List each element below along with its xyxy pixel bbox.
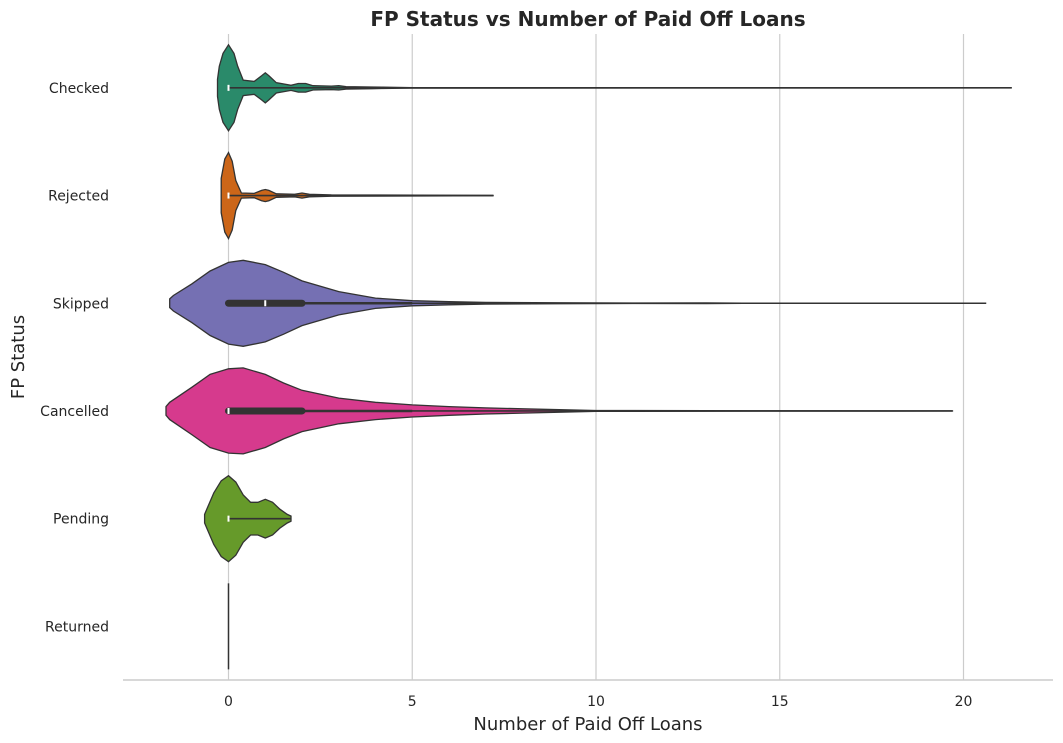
y-tick-labels: Checked Rejected Skipped Cancelled Pending Re… (40, 81, 109, 635)
x-tick-label-10: 10 (587, 694, 605, 710)
y-tick-label-cancelled: Cancelled (40, 404, 109, 420)
violin-rejected (220, 151, 494, 241)
violins (165, 43, 1012, 670)
gridlines (227, 34, 965, 680)
violin-cancelled (165, 367, 954, 455)
x-tick-label-20: 20 (955, 694, 973, 710)
y-axis-label: FP Status (8, 315, 29, 399)
x-axis-label: Number of Paid Off Loans (473, 714, 702, 735)
y-tick-label-pending: Pending (53, 512, 109, 528)
y-tick-label-rejected: Rejected (48, 189, 109, 205)
x-tick-label-5: 5 (408, 694, 417, 710)
y-tick-label-skipped: Skipped (53, 296, 109, 312)
x-tick-label-15: 15 (771, 694, 789, 710)
x-tick-labels: 0 5 10 15 20 (224, 694, 972, 710)
y-tick-label-checked: Checked (49, 81, 109, 97)
violin-skipped (169, 259, 987, 347)
violin-pending (203, 474, 292, 563)
y-tick-label-returned: Returned (45, 619, 109, 635)
chart-title: FP Status vs Number of Paid Off Loans (370, 7, 805, 31)
x-tick-label-0: 0 (224, 694, 233, 710)
violin-checked (216, 43, 1012, 132)
